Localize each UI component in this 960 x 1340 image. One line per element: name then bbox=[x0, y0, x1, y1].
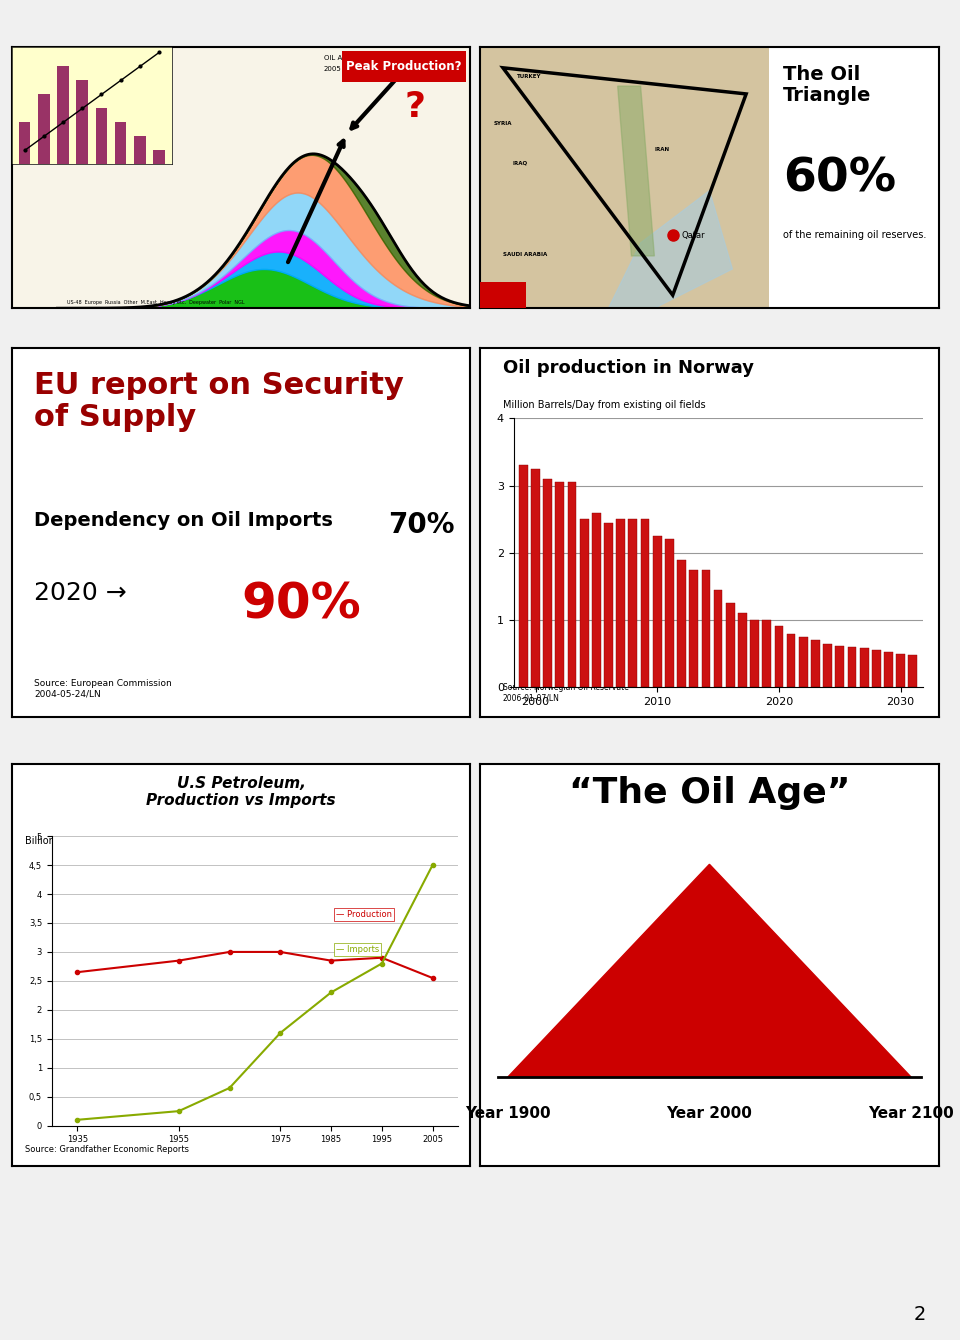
Text: US-48  Europe  Russia  Other  M.East  Heavy etc.  Deepwater  Polar  NGL: US-48 Europe Russia Other M.East Heavy e… bbox=[66, 300, 244, 304]
Text: Year 2000: Year 2000 bbox=[666, 1106, 753, 1120]
Text: Year 1900: Year 1900 bbox=[465, 1106, 550, 1120]
Bar bbox=[580, 520, 588, 687]
Bar bbox=[872, 650, 880, 687]
Text: 2005: 2005 bbox=[324, 66, 342, 72]
Bar bbox=[567, 482, 576, 687]
Text: ?: ? bbox=[405, 90, 426, 123]
Bar bbox=[592, 513, 601, 687]
Bar bbox=[519, 465, 528, 687]
Text: “The Oil Age”: “The Oil Age” bbox=[568, 776, 851, 809]
Bar bbox=[702, 570, 710, 687]
Bar bbox=[689, 570, 698, 687]
Text: Qatar: Qatar bbox=[682, 230, 706, 240]
Text: OIL AND C...: OIL AND C... bbox=[324, 55, 366, 60]
Bar bbox=[480, 47, 769, 308]
Polygon shape bbox=[609, 190, 732, 308]
Text: The Oil
Triangle: The Oil Triangle bbox=[782, 66, 872, 105]
Bar bbox=[835, 646, 844, 687]
Text: 2020 →: 2020 → bbox=[35, 580, 128, 604]
Bar bbox=[738, 614, 747, 687]
Bar bbox=[480, 281, 526, 308]
Text: — Production: — Production bbox=[336, 910, 392, 919]
Text: 2: 2 bbox=[914, 1305, 926, 1324]
Bar bbox=[653, 536, 661, 687]
Text: of the remaining oil reserves.: of the remaining oil reserves. bbox=[782, 230, 926, 240]
Text: Peak Production?: Peak Production? bbox=[347, 59, 462, 72]
Text: IRAQ: IRAQ bbox=[512, 161, 527, 165]
Text: Dependency on Oil Imports: Dependency on Oil Imports bbox=[35, 511, 333, 529]
Bar bbox=[860, 649, 869, 687]
Bar bbox=[480, 47, 769, 308]
Bar bbox=[713, 590, 723, 687]
Bar bbox=[762, 620, 771, 687]
Bar bbox=[811, 641, 820, 687]
Bar bbox=[629, 520, 637, 687]
Bar bbox=[556, 482, 564, 687]
Bar bbox=[848, 647, 856, 687]
Bar bbox=[677, 560, 686, 687]
Text: Oil production in Norway: Oil production in Norway bbox=[503, 359, 754, 378]
Bar bbox=[665, 540, 674, 687]
Text: Year 2100: Year 2100 bbox=[869, 1106, 954, 1120]
Text: Million Barrels/Day from existing oil fields: Million Barrels/Day from existing oil fi… bbox=[503, 399, 706, 410]
Text: Source: European Commission
2004-05-24/LN: Source: European Commission 2004-05-24/L… bbox=[35, 679, 172, 698]
Bar bbox=[908, 655, 917, 687]
Bar bbox=[726, 603, 734, 687]
FancyBboxPatch shape bbox=[342, 51, 466, 82]
Bar bbox=[787, 634, 796, 687]
Text: SAUDI ARABIA: SAUDI ARABIA bbox=[503, 252, 547, 257]
Bar bbox=[775, 626, 783, 687]
Text: U.S Petroleum,
Production vs Imports: U.S Petroleum, Production vs Imports bbox=[146, 776, 336, 808]
Bar bbox=[531, 469, 540, 687]
Polygon shape bbox=[508, 864, 911, 1077]
Bar bbox=[640, 520, 649, 687]
Bar bbox=[799, 636, 807, 687]
Bar bbox=[616, 520, 625, 687]
Bar bbox=[824, 643, 832, 687]
Text: Source: Norwegian Oil Reservate
2006-01-07/LN: Source: Norwegian Oil Reservate 2006-01-… bbox=[503, 683, 629, 702]
Text: 60%: 60% bbox=[782, 157, 896, 201]
Bar bbox=[884, 653, 893, 687]
Text: Source: Grandfather Economic Reports: Source: Grandfather Economic Reports bbox=[25, 1144, 189, 1154]
Text: Billion barrels per year: Billion barrels per year bbox=[25, 836, 136, 846]
Text: TURKEY: TURKEY bbox=[516, 74, 541, 79]
Bar bbox=[897, 654, 905, 687]
Text: 90%: 90% bbox=[241, 580, 361, 628]
Bar bbox=[604, 523, 612, 687]
Text: EU report on Security
of Supply: EU report on Security of Supply bbox=[35, 370, 404, 431]
Polygon shape bbox=[617, 86, 655, 256]
Text: IRAN: IRAN bbox=[655, 147, 669, 153]
Text: — Imports: — Imports bbox=[336, 945, 379, 954]
Bar bbox=[543, 478, 552, 687]
Bar bbox=[750, 620, 759, 687]
Text: 70%: 70% bbox=[388, 511, 454, 539]
Text: SYRIA: SYRIA bbox=[493, 122, 513, 126]
